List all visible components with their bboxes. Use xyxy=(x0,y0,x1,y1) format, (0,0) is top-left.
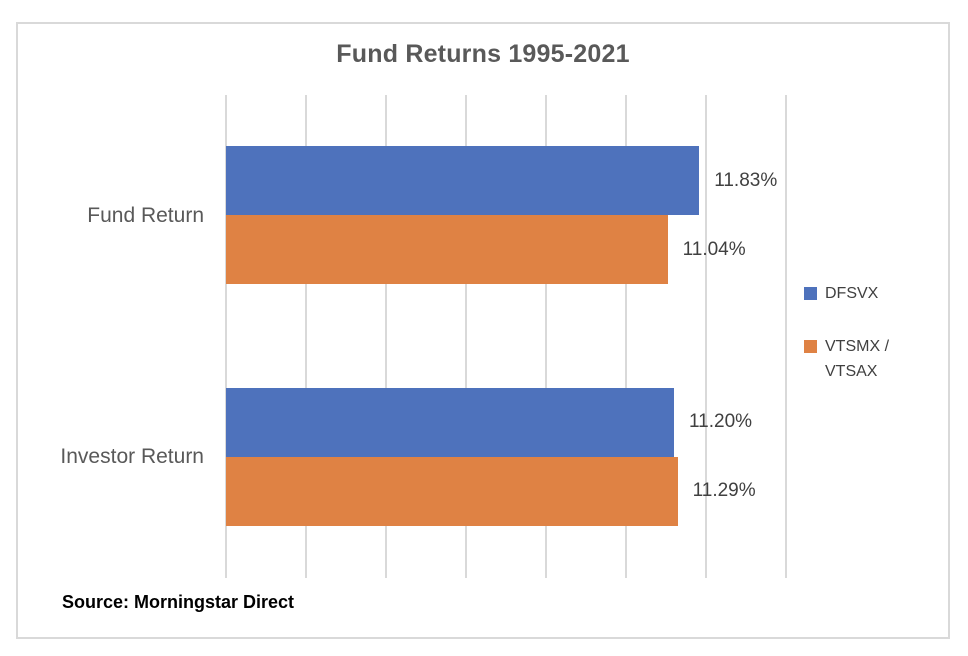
chart-figure: Fund Returns 1995-2021 Fund Return Invest… xyxy=(16,22,950,639)
gridline-8 xyxy=(545,95,547,578)
data-label-vtsmx-vtsax-fund-return: 11.04% xyxy=(682,238,746,260)
category-label-investor-return: Investor Return xyxy=(60,445,204,469)
data-label-dfsvx-investor-return: 11.20% xyxy=(689,411,753,432)
bar-dfsvx-investor-return xyxy=(226,387,674,457)
gridline-14 xyxy=(785,95,787,578)
legend-label-dfsvx: DFSVX xyxy=(825,285,879,302)
bar-vtsmx-vtsax-investor-return xyxy=(226,456,678,526)
legend-label-vtsmx-vtsax: VTSMX / VTSAX xyxy=(825,337,890,380)
category-axis: Fund Return Investor Return xyxy=(18,95,210,578)
legend-swatch-icon xyxy=(804,287,817,300)
bar-vtsmx-vtsax-fund-return xyxy=(226,215,668,284)
plot-area: 11.83% 11.20% 11.04% 11.29% xyxy=(225,95,787,578)
gridline-10 xyxy=(625,95,627,578)
gridline-6 xyxy=(465,95,467,578)
gridline-12 xyxy=(705,95,707,578)
data-label-vtsmx-vtsax-investor-return: 11.29% xyxy=(692,480,756,501)
chart-title: Fund Returns 1995-2021 xyxy=(336,40,630,68)
gridline-2 xyxy=(305,95,307,578)
category-label-fund-return: Fund Return xyxy=(87,203,204,227)
gridline-0 xyxy=(225,95,227,578)
data-label-dfsvx-fund-return: 11.83% xyxy=(714,169,778,191)
gridline-4 xyxy=(385,95,387,578)
source-note: Source: Morningstar Direct xyxy=(62,592,295,612)
legend-item-dfsvx: DFSVX xyxy=(804,282,926,307)
legend-swatch-icon xyxy=(804,339,817,353)
bar-dfsvx-fund-return xyxy=(226,146,700,215)
legend-item-vtsmx-vtsax: VTSMX / VTSAX xyxy=(804,335,926,385)
legend: DFSVX VTSMX / VTSAX xyxy=(804,282,926,412)
